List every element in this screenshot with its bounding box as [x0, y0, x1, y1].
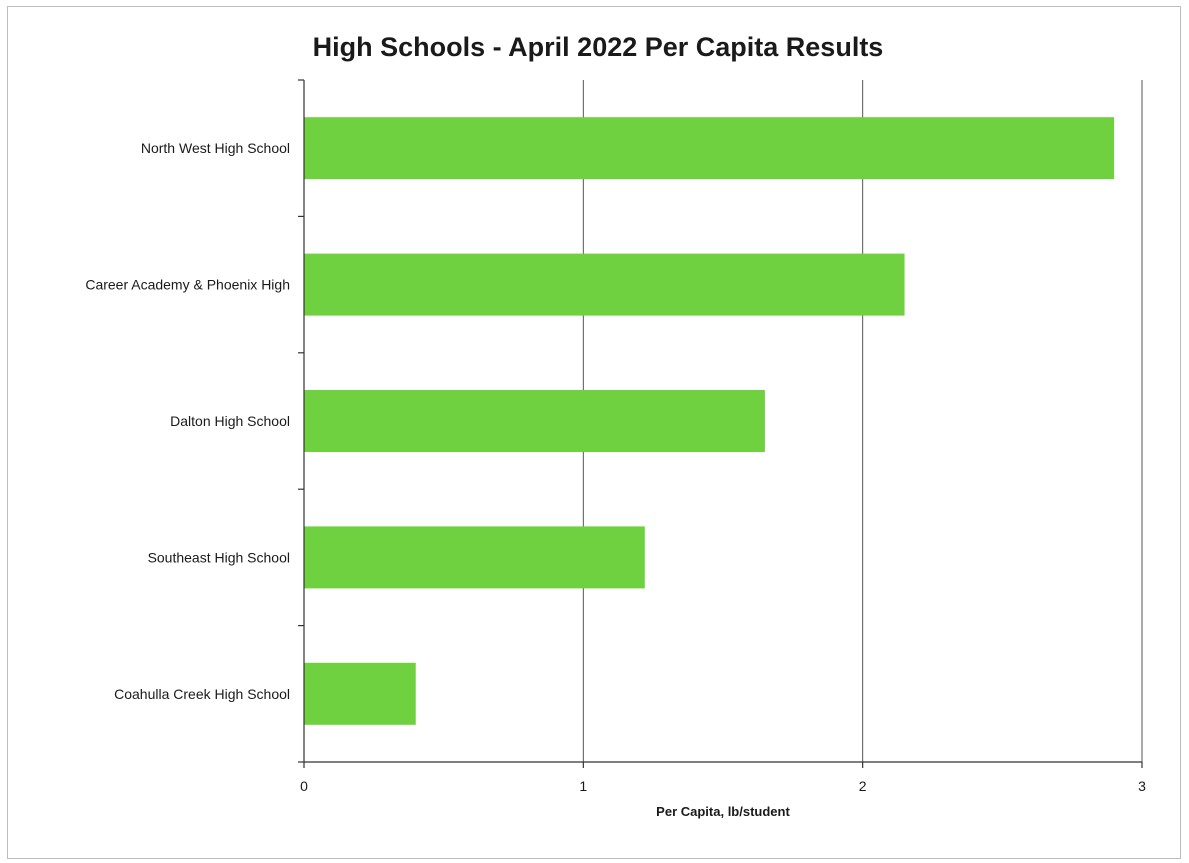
category-label: Southeast High School [148, 549, 290, 565]
axes [298, 79, 1143, 768]
bar-1 [304, 253, 905, 316]
x-tick-labels: 0 1 2 3 [300, 778, 1146, 794]
bar-3 [304, 526, 645, 589]
x-tick-label: 0 [300, 778, 308, 794]
category-label: North West High School [141, 140, 290, 156]
x-tick-label: 2 [859, 778, 867, 794]
category-labels: North West High School Career Academy & P… [85, 140, 290, 702]
category-label: Coahulla Creek High School [114, 686, 290, 702]
category-label: Career Academy & Phoenix High [85, 277, 290, 293]
x-tick-label: 3 [1138, 778, 1146, 794]
bar-4 [304, 662, 416, 725]
x-tick-label: 1 [579, 778, 587, 794]
x-axis-title: Per Capita, lb/student [656, 804, 790, 819]
bar-2 [304, 390, 765, 452]
chart-title: High Schools - April 2022 Per Capita Res… [313, 32, 884, 62]
category-label: Dalton High School [170, 413, 290, 429]
bars [304, 117, 1115, 725]
bar-0 [304, 117, 1115, 180]
